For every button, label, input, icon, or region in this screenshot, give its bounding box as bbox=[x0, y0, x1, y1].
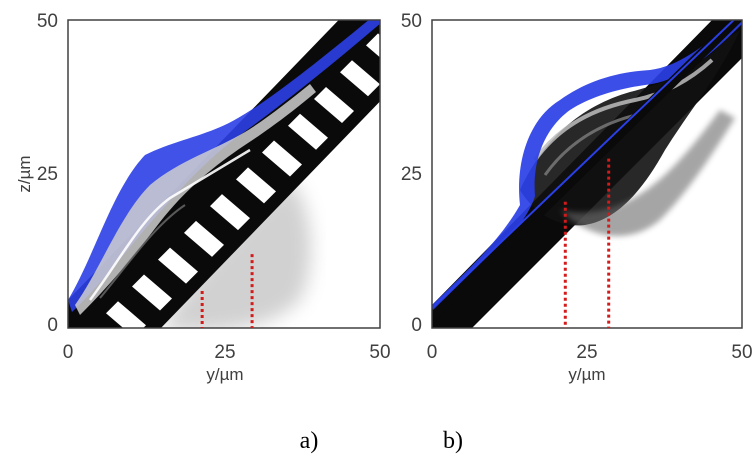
panel-a-xtick-25: 25 bbox=[214, 342, 235, 363]
panel-b-ytick-0: 0 bbox=[411, 315, 422, 336]
panel-a-gray-halo bbox=[161, 180, 311, 328]
panel-a-groove bbox=[262, 140, 302, 177]
panel-a-groove bbox=[184, 220, 224, 257]
caption-a: a) bbox=[300, 428, 319, 454]
panel-b-xlabel: y/µm bbox=[568, 365, 605, 384]
panel-a-groove bbox=[418, 0, 458, 16]
panel-b-ytick-50: 50 bbox=[401, 11, 422, 32]
panel-a-groove bbox=[314, 86, 354, 123]
panel-b-xtick-0: 0 bbox=[427, 342, 438, 363]
panel-a-xtick-50: 50 bbox=[369, 342, 390, 363]
panel-b-xtick-50: 50 bbox=[731, 342, 752, 363]
panel-a-groove bbox=[288, 113, 328, 150]
panel-a-groove bbox=[158, 247, 198, 284]
panel-a-frame bbox=[67, 19, 381, 329]
panel-b-markers bbox=[563, 158, 611, 328]
panel-a-groove bbox=[236, 167, 276, 204]
panel-a-xtick-0: 0 bbox=[63, 342, 74, 363]
panel-a-ytick-25: 25 bbox=[37, 164, 58, 185]
panel-b-frame bbox=[431, 19, 743, 329]
panel-b-gray-halo bbox=[560, 110, 735, 237]
panel-a-groove bbox=[366, 33, 380, 58]
panel-a-groove bbox=[340, 60, 380, 97]
panel-a-ytick-0: 0 bbox=[47, 315, 58, 336]
panel-b-ytick-25: 25 bbox=[401, 164, 422, 185]
panel-a-groove bbox=[106, 301, 146, 328]
panel-b: 50 25 0 0 25 50 y/µm bbox=[401, 11, 753, 384]
panel-a-xlabel: y/µm bbox=[206, 365, 243, 384]
caption-b: b) bbox=[443, 428, 463, 454]
panel-a-groove bbox=[210, 194, 250, 231]
panel-a-ytick-50: 50 bbox=[37, 11, 58, 32]
panel-a: 50 25 0 0 25 50 y/µm z/µm bbox=[15, 0, 458, 384]
panel-a-grooves bbox=[80, 0, 458, 364]
panel-a-groove bbox=[132, 274, 172, 311]
panel-a-ylabel: z/µm bbox=[15, 155, 34, 192]
panel-a-inner-layer bbox=[75, 84, 316, 315]
panel-a-markers bbox=[200, 254, 254, 328]
panel-b-xtick-25: 25 bbox=[576, 342, 597, 363]
panel-a-groove bbox=[80, 328, 120, 364]
